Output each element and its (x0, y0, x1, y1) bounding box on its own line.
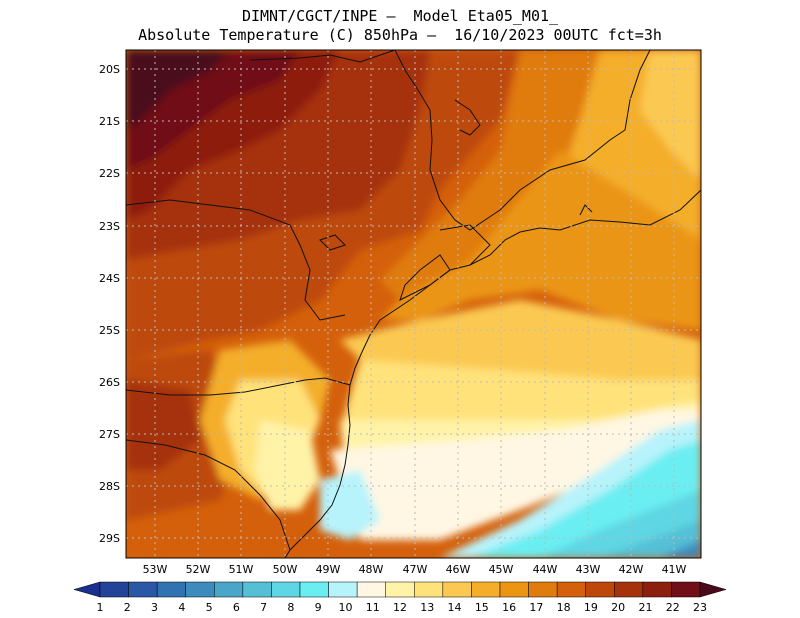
lat-label: 20S (99, 63, 120, 76)
colorbar-swatch (699, 581, 727, 598)
map-title-line-1: DIMNT/CGCT/INPE – Model Eta05_M01_ (241, 7, 559, 25)
lat-label: 22S (99, 167, 120, 180)
lon-label: 46W (446, 563, 471, 576)
colorbar-label: 8 (287, 601, 294, 614)
colorbar-swatches (73, 581, 727, 598)
lat-label: 27S (99, 428, 120, 441)
colorbar-swatch (128, 581, 158, 598)
colorbar-swatch (385, 581, 415, 598)
colorbar-label: 18 (557, 601, 571, 614)
colorbar-swatch (528, 581, 558, 598)
lat-label: 29S (99, 532, 120, 545)
colorbar-label: 14 (448, 601, 462, 614)
colorbar-swatch (99, 581, 129, 598)
lon-label: 43W (576, 563, 601, 576)
lon-label: 49W (316, 563, 341, 576)
colorbar-swatch (185, 581, 215, 598)
lon-label: 51W (229, 563, 254, 576)
map-frame (125, 49, 702, 559)
lon-label: 50W (273, 563, 298, 576)
colorbar-swatch (614, 581, 644, 598)
lon-label: 47W (403, 563, 428, 576)
lon-label: 53W (143, 563, 168, 576)
latitude-labels: 20S 21S 22S 23S 24S 25S 26S 27S 28S 29S (99, 63, 120, 545)
colorbar-swatch (156, 581, 186, 598)
colorbar-swatch (299, 581, 329, 598)
graticule (126, 50, 701, 558)
colorbar-swatch (499, 581, 529, 598)
lon-label: 48W (359, 563, 384, 576)
colorbar-label: 20 (611, 601, 625, 614)
lon-label: 41W (662, 563, 687, 576)
map-title-line-2: Absolute Temperature (C) 850hPa – 16/10/… (138, 26, 662, 44)
colorbar-label: 3 (151, 601, 158, 614)
colorbar-label: 21 (638, 601, 652, 614)
colorbar-swatch (328, 581, 358, 598)
colorbar-label: 4 (178, 601, 185, 614)
lon-label: 52W (186, 563, 211, 576)
colorbar-label: 23 (693, 601, 707, 614)
colorbar-swatch (671, 581, 701, 598)
colorbar-swatch (556, 581, 586, 598)
colorbar-swatch (214, 581, 244, 598)
colorbar-swatch (471, 581, 501, 598)
colorbar-label: 7 (260, 601, 267, 614)
colorbar-label: 17 (529, 601, 543, 614)
coastline-boundaries (126, 50, 701, 558)
colorbar-label: 1 (97, 601, 104, 614)
colorbar-swatch (642, 581, 672, 598)
longitude-labels: 53W 52W 51W 50W 49W 48W 47W 46W 45W 44W … (143, 563, 687, 576)
lon-label: 44W (533, 563, 558, 576)
colorbar-label: 9 (315, 601, 322, 614)
colorbar-swatch (442, 581, 472, 598)
colorbar-swatch (585, 581, 615, 598)
colorbar-label: 15 (475, 601, 489, 614)
colorbar-label: 10 (338, 601, 352, 614)
lon-label: 42W (619, 563, 644, 576)
lat-label: 23S (99, 220, 120, 233)
colorbar-label: 22 (666, 601, 680, 614)
colorbar-swatch (242, 581, 272, 598)
colorbar-labels: 1 2 3 4 5 6 7 8 9 10 11 12 13 14 15 16 17 18 19 20 21 22 23 (97, 601, 708, 614)
lon-label: 45W (489, 563, 514, 576)
lat-label: 25S (99, 324, 120, 337)
colorbar-label: 12 (393, 601, 407, 614)
colorbar-label: 19 (584, 601, 598, 614)
lat-label: 28S (99, 480, 120, 493)
lat-label: 21S (99, 115, 120, 128)
colorbar-label: 5 (206, 601, 213, 614)
colorbar-swatch (271, 581, 301, 598)
colorbar-label: 11 (366, 601, 380, 614)
lat-label: 26S (99, 376, 120, 389)
temperature-field (126, 50, 701, 558)
colorbar-label: 13 (420, 601, 434, 614)
colorbar-swatch (356, 581, 386, 598)
colorbar-label: 2 (124, 601, 131, 614)
colorbar-label: 6 (233, 601, 240, 614)
lat-label: 24S (99, 272, 120, 285)
colorbar-swatch (414, 581, 444, 598)
colorbar-label: 16 (502, 601, 516, 614)
colorbar-swatch (73, 581, 101, 598)
